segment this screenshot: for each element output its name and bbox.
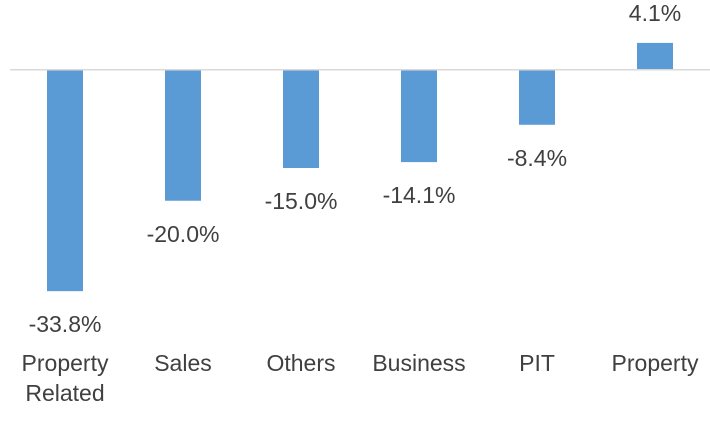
bar (637, 42, 673, 70)
x-tick-label: Business (372, 350, 466, 376)
bar (47, 69, 83, 292)
x-tick-label: Others (266, 350, 336, 376)
bar (283, 69, 319, 168)
x-tick-label: Property Related (21, 350, 109, 406)
bar (519, 69, 555, 125)
x-tick-label: Property (611, 350, 699, 376)
value-label: -20.0% (146, 220, 220, 247)
value-label: -33.8% (28, 311, 102, 338)
bar (165, 69, 201, 201)
bar (401, 69, 437, 163)
value-label: -15.0% (264, 188, 338, 214)
x-tick-label: PIT (519, 350, 555, 376)
x-tick-label: Sales (154, 350, 212, 376)
value-label: -14.1% (382, 182, 456, 209)
value-label: 4.1% (628, 0, 682, 26)
value-label: -8.4% (506, 144, 568, 171)
